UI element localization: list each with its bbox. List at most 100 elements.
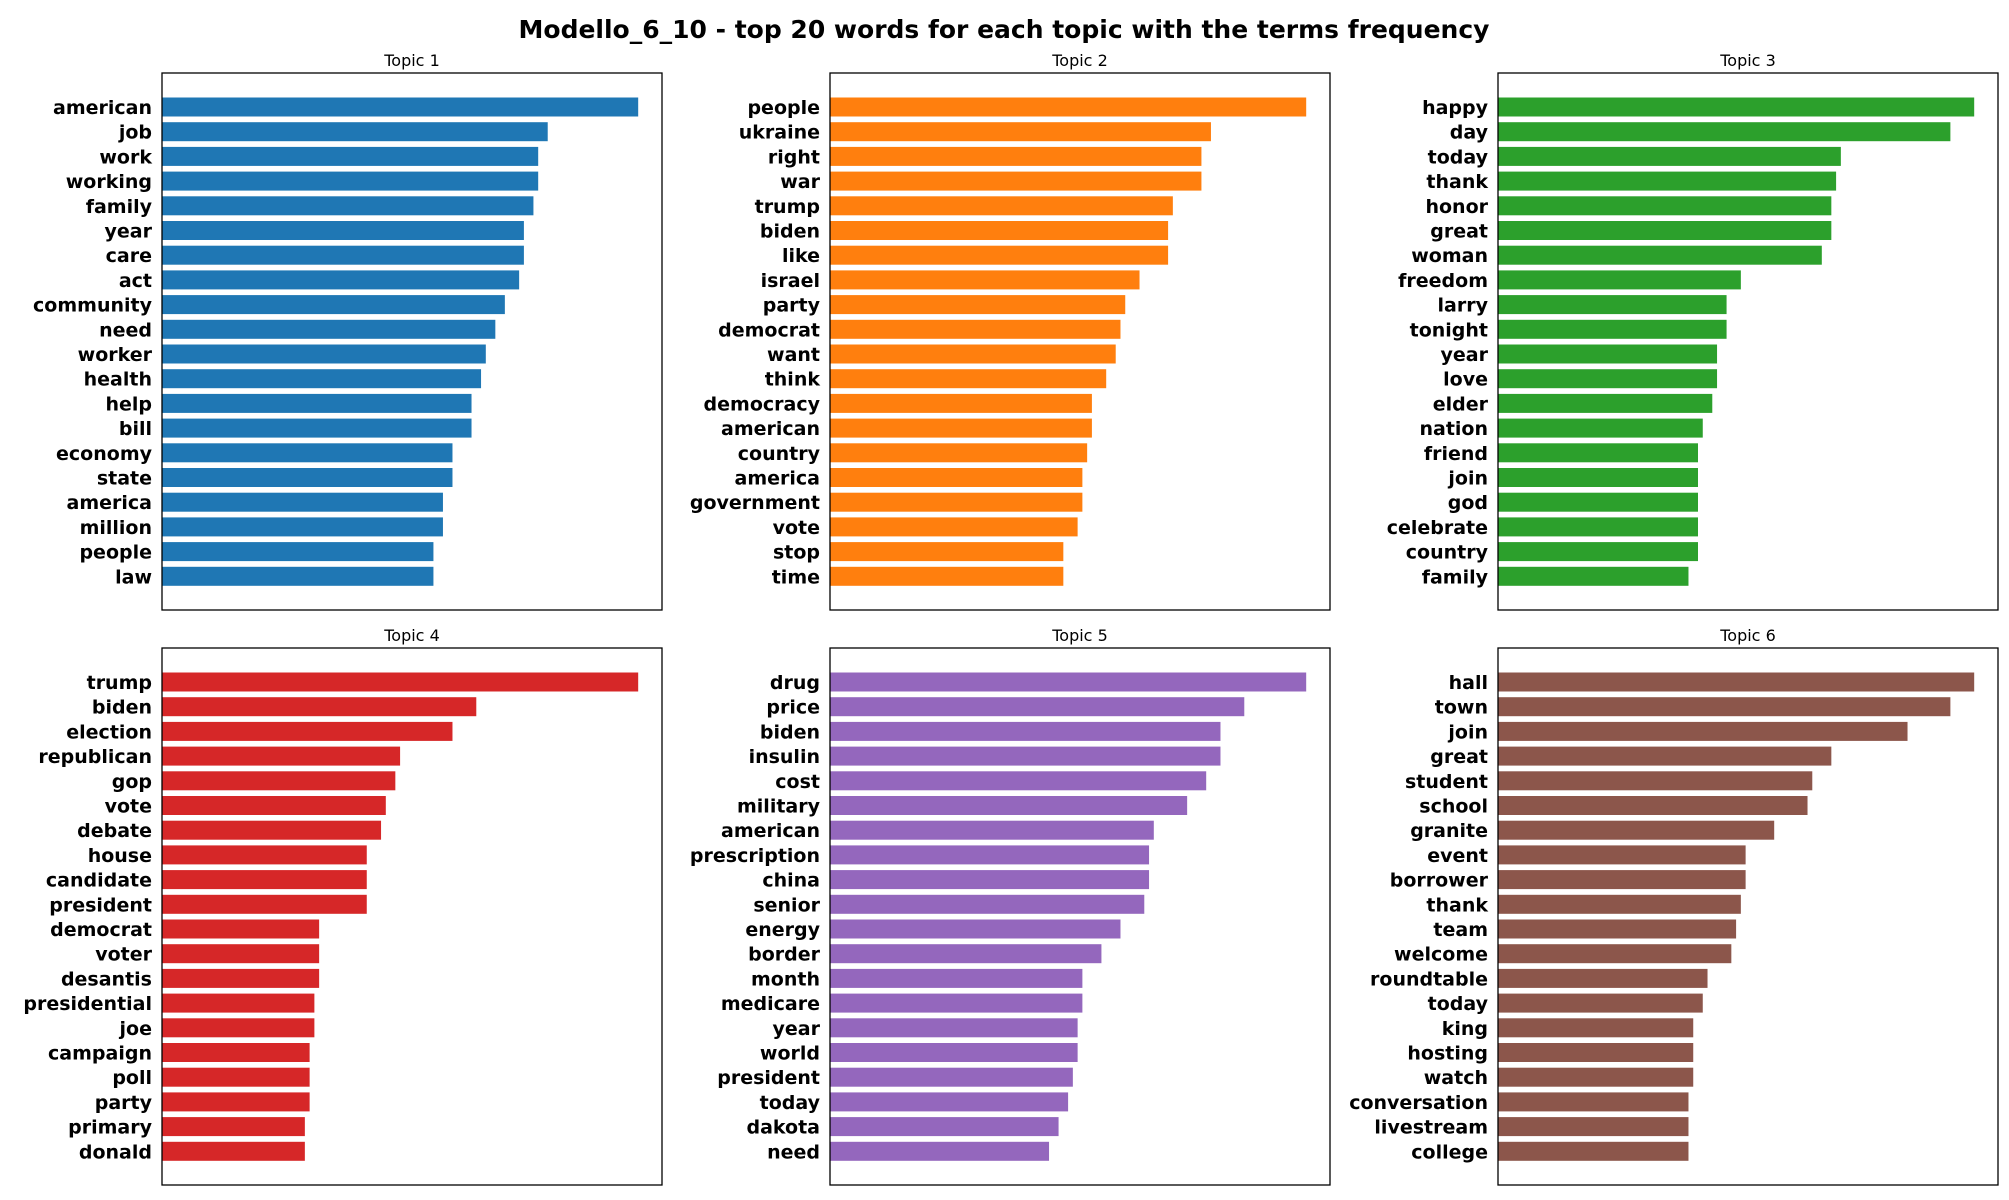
tick-label: thank (1426, 171, 1488, 193)
bar-american (162, 97, 639, 117)
tick-label: join (1447, 468, 1488, 490)
bar-biden (162, 697, 477, 717)
bar-president (830, 1067, 1073, 1087)
bar-trump (162, 672, 639, 692)
bar-debate (162, 820, 382, 840)
bar-care (162, 245, 524, 265)
bar-people (830, 97, 1307, 117)
tick-label: love (1443, 369, 1488, 391)
tick-label: livestream (1374, 1117, 1488, 1139)
bar-worker (162, 344, 486, 364)
bar-team (1498, 919, 1737, 939)
bar-elder (1498, 393, 1713, 413)
tick-label: biden (760, 721, 820, 743)
tick-label: conversation (1349, 1092, 1488, 1114)
tick-label: hosting (1407, 1043, 1488, 1065)
bar-year (162, 221, 524, 240)
tick-label: campaign (48, 1043, 152, 1065)
tick-label: medicare (721, 993, 820, 1015)
bar-year (830, 1018, 1078, 1038)
tick-label: economy (56, 443, 153, 465)
bar-israel (830, 270, 1140, 290)
axes-frame (161, 647, 663, 1186)
tick-label: community (33, 295, 153, 317)
tick-label: israel (761, 270, 820, 292)
bar-government (830, 492, 1083, 512)
bar-livestream (1498, 1117, 1689, 1137)
tick-label: want (767, 344, 820, 366)
tick-label: debate (77, 820, 152, 842)
tick-label: million (80, 517, 152, 539)
bar-price (830, 697, 1245, 717)
bar-american (830, 820, 1154, 840)
tick-label: democrat (718, 319, 820, 341)
axes-frame (829, 72, 1331, 611)
tick-label: biden (760, 221, 820, 243)
bar-tonight (1498, 319, 1727, 339)
tick-label: poll (112, 1067, 152, 1089)
subplot-title: Topic 4 (383, 626, 440, 645)
bar-nation (1498, 418, 1703, 438)
tick-label: elder (1433, 393, 1489, 415)
tick-label: time (772, 566, 820, 588)
bar-honor (1498, 196, 1832, 216)
bar-town (1498, 697, 1951, 717)
tick-label: insulin (749, 746, 820, 768)
bar-america (830, 468, 1083, 487)
tick-label: health (84, 369, 152, 391)
bar-friend (1498, 443, 1698, 463)
bar-election (162, 721, 453, 741)
tick-label: nation (1419, 418, 1488, 440)
bar-celebrate (1498, 517, 1698, 537)
bar-cost (830, 771, 1207, 791)
bar-happy (1498, 97, 1975, 117)
tick-label: senior (753, 894, 820, 916)
bar-presidential (162, 993, 315, 1013)
tick-label: need (99, 319, 152, 341)
bar-biden (830, 221, 1169, 240)
tick-label: school (1419, 796, 1488, 818)
tick-label: world (760, 1043, 820, 1065)
tick-label: family (86, 196, 153, 218)
bar-hosting (1498, 1043, 1694, 1062)
tick-label: gop (112, 771, 152, 793)
tick-label: student (1405, 771, 1488, 793)
bar-democrat (830, 319, 1121, 339)
bar-like (830, 245, 1169, 265)
bar-great (1498, 221, 1832, 240)
bar-joe (162, 1018, 315, 1038)
bar-medicare (830, 993, 1083, 1013)
tick-label: honor (1425, 196, 1488, 218)
tick-label: candidate (46, 870, 152, 892)
figure-title: Modello_6_10 - top 20 words for each top… (519, 15, 1490, 44)
bar-school (1498, 796, 1808, 815)
bar-bill (162, 418, 472, 438)
tick-label: join (1447, 721, 1488, 743)
tick-label: year (1441, 344, 1489, 366)
axes-frame (1497, 647, 1999, 1186)
bar-biden (830, 721, 1221, 741)
tick-label: vote (773, 517, 820, 539)
tick-label: happy (1422, 97, 1489, 119)
bar-state (162, 468, 453, 487)
bar-american (830, 418, 1092, 438)
bar-party (162, 1092, 310, 1112)
axes-frame (161, 72, 663, 611)
bar-republican (162, 746, 401, 766)
subplot-topic-1: Topic 1americanjobworkworkingfamilyyearc… (33, 51, 663, 611)
subplot-title: Topic 5 (1051, 626, 1108, 645)
tick-label: town (1435, 697, 1488, 719)
tick-label: party (95, 1092, 153, 1114)
bar-freedom (1498, 270, 1741, 290)
bar-join (1498, 468, 1698, 487)
tick-label: american (721, 820, 820, 842)
tick-label: like (782, 245, 820, 267)
tick-label: government (690, 492, 820, 514)
subplot-title: Topic 2 (1051, 51, 1108, 70)
bar-senior (830, 894, 1145, 914)
tick-label: college (1411, 1141, 1488, 1163)
bar-need (162, 319, 496, 339)
